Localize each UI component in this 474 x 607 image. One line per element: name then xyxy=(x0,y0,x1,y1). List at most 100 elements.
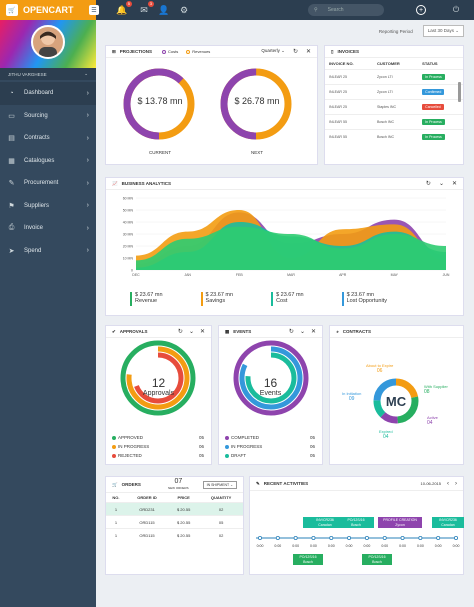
period-select[interactable]: Quarterly ⌄ xyxy=(261,48,285,53)
timeline-point xyxy=(382,536,387,541)
user-name-bar[interactable]: JITHU VARGHESE ⌄ xyxy=(0,68,96,80)
avatar[interactable] xyxy=(31,25,65,59)
close-icon[interactable]: ✕ xyxy=(305,49,311,55)
label-expired: Expired 04 xyxy=(379,429,393,440)
table-row[interactable]: INLEAR 25 Staples INC Cancelled xyxy=(325,99,463,115)
timeline-time: 0:00 xyxy=(399,544,406,548)
approvals-card: ✔ APPROVALS ↻ ⌄ ✕ 12 Approvals APPROVED 05 … xyxy=(105,325,212,465)
chevron-right-icon: › xyxy=(86,179,89,187)
timeline-point xyxy=(257,536,262,541)
orders-header: 🛒 ORDERS 07 NEW ORDERS IN SHIPMENT ⌄ xyxy=(106,477,243,493)
cart-icon: 🛒 xyxy=(6,4,18,16)
stat-lost-opportunity: $ 23.67 mn Lost Opportunity xyxy=(341,292,387,306)
events-label: Events xyxy=(259,390,282,397)
menu-toggle-icon[interactable]: ☰ xyxy=(89,5,99,15)
sidebar: JITHU VARGHESE ⌄ ◔ Dashboard › ▭ Sourcing › … xyxy=(0,20,96,607)
procurement-icon: ✎ xyxy=(8,180,15,188)
sidebar-item-dashboard[interactable]: ◔ Dashboard › xyxy=(0,82,96,105)
close-icon[interactable]: ✕ xyxy=(199,329,205,335)
invoices-header: ▯ INVOICES xyxy=(325,46,463,58)
check-icon: ✔ xyxy=(112,328,116,334)
events-rings xyxy=(233,340,309,416)
close-icon[interactable]: ✕ xyxy=(451,181,457,187)
order-status-filter[interactable]: IN SHIPMENT ⌄ xyxy=(202,480,237,489)
stat-revenue: $ 23.67 mn Revenue xyxy=(130,292,163,306)
refresh-icon[interactable]: ↻ xyxy=(425,181,431,187)
reporting-period-select[interactable]: Last 30 Days ⌄ xyxy=(422,25,464,37)
collapse-icon[interactable]: ⌄ xyxy=(299,329,305,335)
timeline-point xyxy=(453,536,458,541)
bell-icon[interactable]: 🔔 5 xyxy=(116,1,132,15)
activity-item[interactable]: PROFILE CREATION Zycon xyxy=(378,517,422,528)
settings-icon[interactable]: ⚙ xyxy=(179,4,189,15)
sidebar-item-procurement[interactable]: ✎ Procurement › xyxy=(0,172,96,195)
sidebar-item-catalogues[interactable]: ▦ Catalogues › xyxy=(0,150,96,173)
line-chart-icon: 📈 xyxy=(112,180,118,186)
timeline-time: 0:00 xyxy=(256,544,264,548)
collapse-icon[interactable]: ⌄ xyxy=(438,181,444,187)
timeline-point xyxy=(311,536,316,541)
series-area xyxy=(136,226,446,270)
contracts-card: ◕ CONTRACTS MC About to Expire 06 With Su… xyxy=(329,325,464,465)
sidebar-item-contracts[interactable]: ▤ Contracts › xyxy=(0,127,96,150)
card-title: RECENT ACTIVITIES xyxy=(263,481,309,486)
activity-item[interactable]: INV/CR236 Caradan xyxy=(432,517,464,528)
table-row[interactable]: INLEAR 25 Zycon LTI Confirmed xyxy=(325,84,463,100)
timeline-time: 0:00 xyxy=(363,544,371,548)
search-input[interactable]: ⚲ Search xyxy=(308,4,384,16)
table-header: NO. xyxy=(106,493,126,503)
search-icon: ⚲ xyxy=(314,7,318,13)
sourcing-icon: ▭ xyxy=(8,112,15,120)
sidebar-item-invoice[interactable]: ⎙ Invoice › xyxy=(0,217,96,240)
activities-header: ✎ RECENT ACTIVITIES 10-06-2015 ‹ › xyxy=(250,477,463,491)
sidebar-item-suppliers[interactable]: ⚑ Suppliers › xyxy=(0,195,96,218)
sidebar-item-label: Sourcing xyxy=(24,112,48,119)
close-icon[interactable]: ✕ xyxy=(310,329,316,335)
y-tick-label: 0 xyxy=(131,269,133,273)
add-icon[interactable]: + xyxy=(416,5,426,15)
projections-card: ⊞ PROJECTIONS Costs Revenues Quarterly ⌄… xyxy=(105,45,318,165)
table-header: INVOICE NO. xyxy=(329,61,354,66)
y-tick-label: 50 MN xyxy=(123,209,134,213)
sidebar-item-sourcing[interactable]: ▭ Sourcing › xyxy=(0,105,96,128)
status-badge: Cancelled xyxy=(422,104,444,110)
timeline-time: 0:00 xyxy=(327,544,335,548)
sidebar-item-label: Catalogues xyxy=(24,157,55,164)
sidebar-item-spend[interactable]: ➤ Spend › xyxy=(0,240,96,263)
refresh-icon[interactable]: ↻ xyxy=(292,49,298,55)
activity-item[interactable]: PO/12S/16 Bosch xyxy=(338,517,374,528)
collapse-icon[interactable]: ⌄ xyxy=(188,329,194,335)
table-row[interactable]: INLEAR 55 Bosch INC In Process xyxy=(325,114,463,130)
status-badge: In Process xyxy=(422,74,445,80)
x-tick-label: FEB xyxy=(236,273,243,277)
refresh-icon[interactable]: ↻ xyxy=(177,329,183,335)
chevron-right-icon[interactable]: › xyxy=(455,480,457,487)
scrollbar[interactable] xyxy=(458,82,461,102)
app-logo[interactable]: 🛒 OPENCART xyxy=(0,0,96,20)
table-row[interactable]: INLEAR 25 Zycon LTI In Process xyxy=(325,69,463,85)
user-icon[interactable]: 👤 xyxy=(158,4,170,15)
user-name: JITHU VARGHESE xyxy=(8,71,47,77)
table-row[interactable]: INLEAR 55 Bosch INC In Process xyxy=(325,129,463,145)
activity-item[interactable]: PO/12S/16 Bosch xyxy=(362,554,392,565)
mail-icon[interactable]: ✉ 3 xyxy=(140,1,154,15)
card-title: BUSINESS ANALYTICS xyxy=(121,181,172,186)
table-row[interactable]: 1 ORD115 $ 20.55 05 xyxy=(106,515,243,529)
contracts-donut xyxy=(373,378,419,424)
y-tick-label: 60 MN xyxy=(123,197,134,201)
refresh-icon[interactable]: ↻ xyxy=(288,329,294,335)
table-row[interactable]: 1 ORD231 $ 20.55 02 xyxy=(106,502,243,516)
label-about-to-expire: About to Expire 06 xyxy=(366,363,394,374)
reporting-period-value: Last 30 Days xyxy=(427,28,454,33)
chevron-left-icon[interactable]: ‹ xyxy=(447,480,449,487)
sidebar-item-label: Procurement xyxy=(24,180,59,187)
pie-chart-icon: ◕ xyxy=(336,329,339,334)
activity-item[interactable]: PO/12S/16 Bosch xyxy=(293,554,323,565)
table-row[interactable]: 1 ORD115 $ 20.55 02 xyxy=(106,528,243,542)
chevron-right-icon: › xyxy=(86,247,89,255)
power-icon[interactable]: ⏻ xyxy=(452,5,460,14)
card-title: ORDERS xyxy=(121,482,141,487)
activity-item[interactable]: INV/CR236 Caradan xyxy=(303,517,347,528)
sidebar-item-label: Dashboard xyxy=(24,90,54,97)
timeline-point xyxy=(275,536,280,541)
